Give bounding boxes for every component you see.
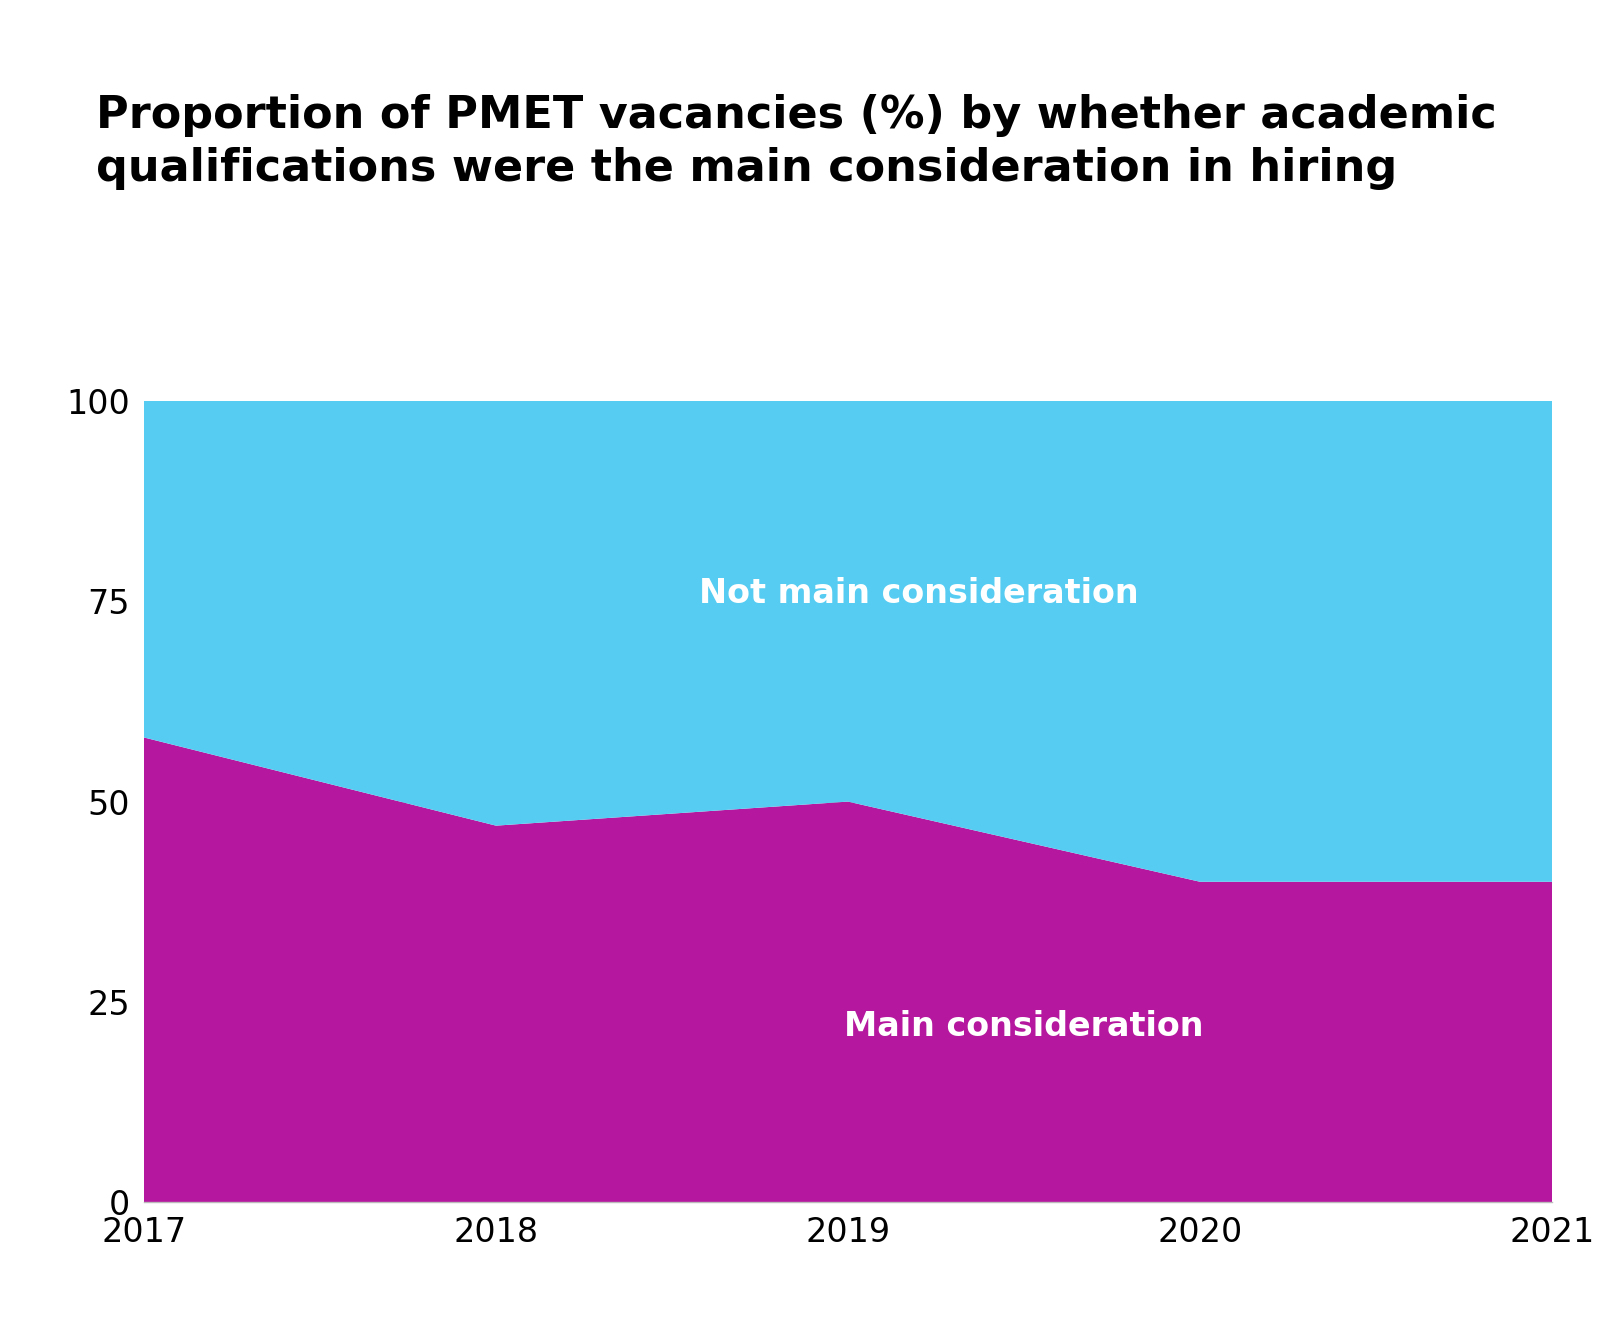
Text: Not main consideration: Not main consideration bbox=[699, 577, 1138, 609]
Text: Main consideration: Main consideration bbox=[845, 1010, 1203, 1042]
Text: Proportion of PMET vacancies (%) by whether academic
qualifications were the mai: Proportion of PMET vacancies (%) by whet… bbox=[96, 94, 1496, 190]
